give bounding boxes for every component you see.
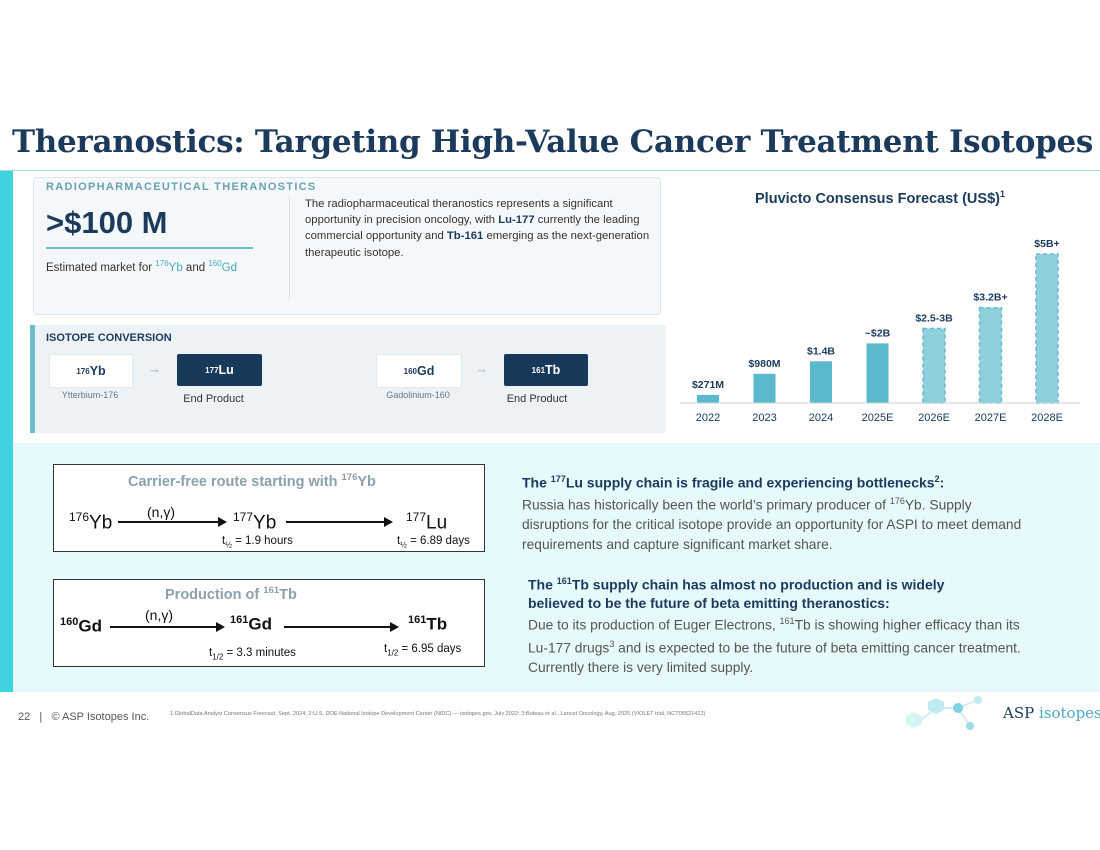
chart-bar [810,361,832,403]
x-tick-label: 2025E [862,412,894,424]
card-divider [289,197,290,300]
x-tick-label: 2023 [752,412,776,424]
reaction-title: Carrier-free route starting with 176Yb [128,472,376,490]
reaction-title: Production of 161Tb [165,585,297,603]
arrow-head-icon [216,622,225,632]
market-caption: Estimated market for 176Yb and 160Gd [46,259,238,274]
iso-box-gd160: 160 Gd [376,354,462,388]
title-divider [0,170,1100,171]
arrow-icon: → [475,361,488,376]
chart-bar [866,343,889,403]
x-tick-label: 2027E [975,412,1007,424]
arrow-head-icon [218,517,227,527]
accent-bar [0,171,13,692]
iso-caption: Ytterbium-176 [61,390,119,400]
market-value: >$100 M [46,205,168,240]
footer-page-info: 22 | © ASP Isotopes Inc. [18,711,150,723]
bar-value-label: $2.5-3B [915,313,953,325]
isotope-lu177: 177Lu [406,510,448,534]
iso-box-tb161: 161 Tb [504,354,588,386]
bar-value-label: $980M [748,358,780,370]
isotope-conversion-label: ISOTOPE CONVERSION [46,332,172,344]
half-life: t1/2 = 6.95 days [384,643,462,658]
reaction-arrow [110,626,217,628]
lu-supply-body: Russia has historically been the world’s… [522,496,1022,552]
isotope-gd161: 161Gd [230,614,272,634]
iso-caption: End Product [506,393,568,405]
company-logo: ASP isotopes [1003,704,1100,722]
half-life: t½ = 1.9 hours [222,535,293,550]
theranostics-label: RADIOPHARMACEUTICAL THERANOSTICS [46,181,317,193]
arrow-head-icon [384,517,393,527]
reaction-box-tb [53,579,485,667]
page-title: Theranostics: Targeting High-Value Cance… [12,124,1094,160]
half-life: t1/2 = 3.3 minutes [209,647,296,662]
x-tick-label: 2024 [809,412,833,424]
footnotes: 1:GlobalData Analyst Consensus Forecast,… [170,711,706,717]
chart-bar [753,373,776,403]
iso-caption: End Product [183,393,244,405]
chart-bar [978,306,1003,404]
x-tick-label: 2028E [1031,412,1063,424]
iso-box-lu177: 177 Lu [177,354,262,386]
bar-value-label: $3.2B+ [973,292,1007,304]
half-life: t½ = 6.89 days [397,535,470,550]
chart-bar [922,327,946,404]
arrow-head-icon [390,622,399,632]
bar-value-label: $5B+ [1034,238,1059,250]
lu-supply-heading: The 177Lu supply chain is fragile and ex… [522,474,945,491]
tb-supply-body: Due to its production of Euger Electrons… [528,616,1021,676]
reaction-box-yb [53,464,485,552]
arrow-icon: → [148,361,161,376]
iso-box-yb176: 176 Yb [49,354,133,388]
theranostics-card [33,177,661,315]
card-accent-edge [30,325,35,433]
theranostics-description: The radiopharmaceutical theranostics rep… [305,198,650,259]
isotope-tb161: 161Tb [408,614,448,634]
bar-value-label: $1.4B [807,345,835,357]
pluvicto-forecast-chart: $271M 2022 $980M 2023 $1.4B 2024 ~$2B 2025E $2.5… [680,238,1080,424]
reaction-arrow [118,521,219,523]
bar-value-label: ~$2B [865,327,891,339]
chart-bar [1035,253,1059,404]
reaction-arrow [286,521,385,523]
x-tick-label: 2026E [918,412,950,424]
reaction-arrow [284,626,391,628]
tb-supply-heading: The 161Tb supply chain has almost no pro… [528,576,945,612]
iso-caption: Gadolinium-160 [386,390,450,400]
bar-value-label: $271M [692,379,724,391]
isotope-gd160: 160Gd [60,616,102,636]
chart-bar [697,394,719,403]
market-value-underline [46,247,253,249]
isotope-yb176: 176Yb [69,510,113,534]
isotope-yb177: 177Yb [233,510,277,534]
molecule-decoration-icon [906,696,982,730]
x-tick-label: 2022 [696,412,720,424]
neutron-capture-label: (n,γ) [145,607,173,623]
neutron-capture-label: (n,γ) [147,504,175,520]
chart-title: Pluvicto Consensus Forecast (US$)1 [755,189,1005,207]
